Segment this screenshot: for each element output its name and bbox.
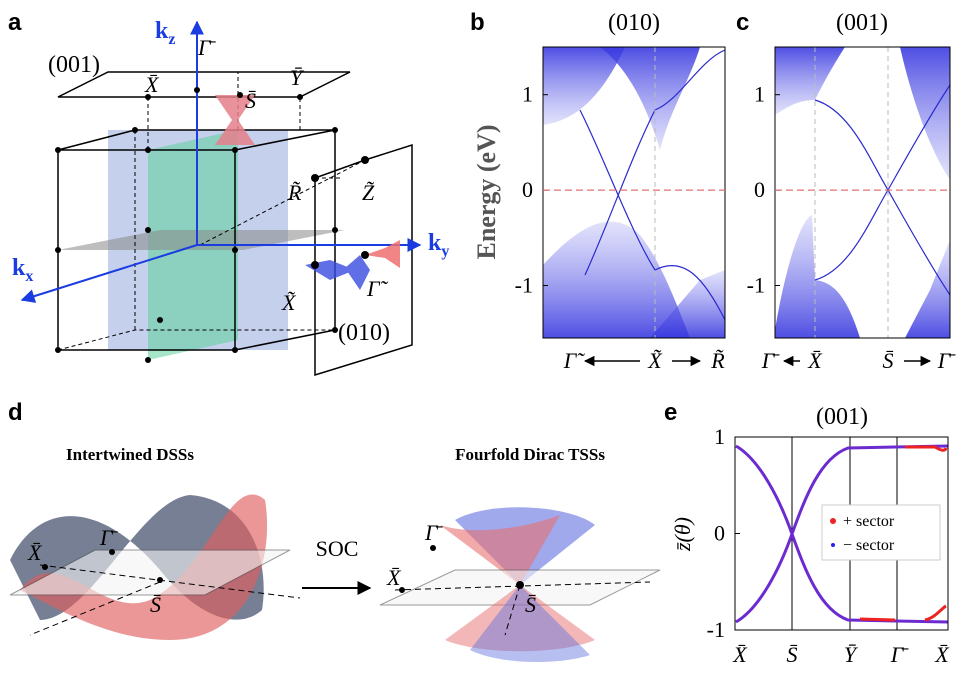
panel-b: b (010) Energy (eV) Γ̃ X̃ R̃: [470, 9, 725, 373]
y-axis-label: Energy (eV): [472, 124, 501, 259]
panel-label: b: [470, 9, 485, 36]
x-label: S̄: [787, 642, 798, 667]
point: [361, 156, 369, 164]
legend-label: + sector: [843, 513, 895, 530]
k: k: [428, 230, 442, 256]
figure: a (001) (010) kz kx ky X̄ Γ̄ S̄ Ȳ R̃ Z̃ …: [0, 0, 958, 672]
sub: z: [168, 31, 175, 48]
panel-title: (001): [816, 404, 868, 430]
panel-title: (001): [836, 10, 888, 36]
point: [237, 92, 243, 98]
legend-marker: [830, 518, 836, 524]
k-point: Γ̃: [366, 276, 389, 301]
y-tick-label: 1: [714, 424, 725, 449]
point: [194, 87, 200, 93]
axis-label: kx: [12, 255, 33, 285]
x-label: Γ̄: [890, 642, 910, 667]
band-continuum: [905, 240, 950, 338]
legend-label: − sector: [843, 537, 895, 554]
point: [311, 174, 319, 182]
panel-a: a (001) (010) kz kx ky X̄ Γ̄ S̄ Ȳ R̃ Z̃ …: [8, 9, 449, 375]
subtitle: Fourfold Dirac TSSs: [455, 445, 605, 464]
plane-label: (001): [48, 52, 100, 78]
point: [516, 581, 524, 589]
y-axis-label: z̄(θ): [670, 517, 695, 552]
x-label: Γ̃: [563, 348, 586, 373]
panel-c: c (001) Γ̄ X̄ S̄ Γ̄: [736, 9, 956, 373]
panel-label: a: [8, 9, 22, 36]
legend-marker: [831, 543, 835, 547]
point: [311, 261, 319, 269]
point: [297, 94, 303, 100]
band-continuum: [775, 215, 860, 338]
axis-label: kz: [155, 18, 175, 48]
point: [430, 545, 436, 551]
plane-001: [58, 72, 350, 97]
y-tick-label: 0: [522, 177, 533, 202]
x-label: Γ̄: [761, 348, 781, 373]
arrow-label: SOC: [316, 536, 359, 561]
x-label: R̃: [710, 348, 725, 373]
panel-label: c: [736, 9, 749, 36]
point: [361, 251, 369, 259]
panel-title: (010): [608, 10, 660, 36]
axis-label: ky: [428, 230, 449, 260]
panel-label: e: [664, 399, 677, 426]
k: k: [12, 255, 26, 281]
panel-d: d Intertwined DSSs Fourfold Dirac TSSs X…: [8, 399, 660, 662]
y-tick-label: 0: [754, 177, 765, 202]
plane-label: (010): [338, 320, 390, 346]
x-label: Ȳ: [844, 642, 859, 667]
sub: x: [25, 268, 33, 285]
x-label: X̄: [934, 642, 950, 667]
panel-label: d: [8, 399, 23, 426]
k-point: X̃: [281, 290, 297, 315]
x-label: S̄: [883, 348, 894, 373]
k-point: Z̃: [362, 180, 375, 205]
k-point: S̄: [245, 88, 256, 113]
x-label: X̄: [807, 348, 823, 373]
k-point: Γ̄: [197, 35, 217, 60]
k: k: [155, 18, 169, 44]
plane-shade: [58, 230, 345, 250]
k-point: X̄: [144, 72, 160, 97]
x-label: X̃: [647, 348, 663, 373]
k-point: X̄: [27, 540, 43, 565]
y-tick-label: 1: [522, 82, 533, 107]
band-continuum: [543, 47, 625, 125]
band-continuum: [900, 47, 950, 180]
point: [42, 564, 48, 570]
bands: [543, 47, 725, 338]
x-label: X̄: [732, 642, 748, 667]
band-continuum: [775, 47, 845, 115]
k-point: Ȳ: [290, 65, 305, 90]
y-tick-label: -1: [747, 273, 765, 298]
point: [157, 577, 163, 583]
bands: [775, 47, 950, 338]
sub: y: [441, 243, 449, 260]
k-point: R̃: [287, 180, 302, 205]
x-label: Γ̄: [937, 348, 957, 373]
y-tick-label: 1: [754, 82, 765, 107]
k-point: S̄: [150, 592, 161, 617]
k-point: S̄: [525, 592, 536, 617]
y-tick-label: -1: [515, 273, 533, 298]
k-point: X̄: [386, 565, 402, 590]
y-tick-label: 0: [714, 521, 725, 546]
y-tick-label: -1: [707, 617, 725, 642]
subtitle: Intertwined DSSs: [66, 445, 194, 464]
k-point: Γ̄: [424, 520, 444, 545]
